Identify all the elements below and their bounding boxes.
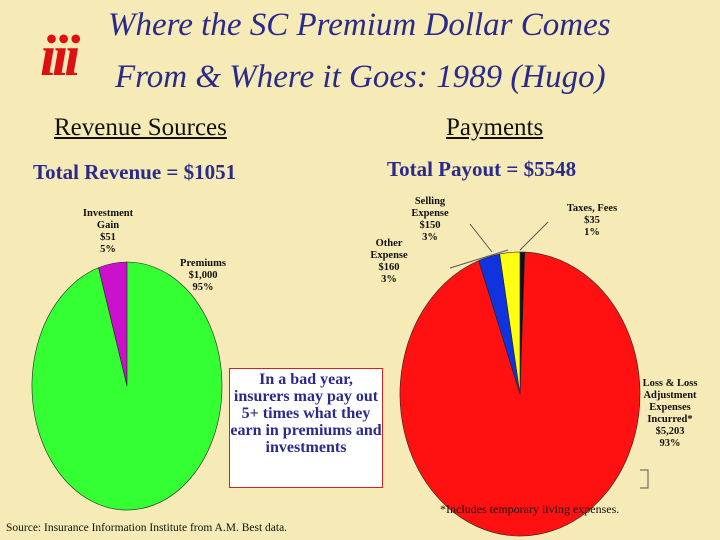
chart-title: Payments [446,114,544,141]
chart-subtitle: Total Payout = $5548 [387,157,577,181]
footnote: *Includes temporary living expenses. [440,502,620,516]
chart-title: Revenue Sources [54,114,227,141]
percent-label: 1% [584,227,600,238]
category-label: Other Expense [370,238,408,261]
value-label: $51 [100,232,116,243]
leader-line [640,469,649,489]
percent-label: 3% [381,274,397,285]
source: Source: Insurance Information Institute … [6,522,288,534]
chart-subtitle: Total Revenue = $1051 [33,160,237,184]
category-label: Taxes, Fees [566,203,618,214]
value-label: $150 [419,220,441,231]
category-label: Selling Expense [411,196,449,219]
slice-label: Investment Gain $51 5% [78,208,138,256]
slide-title: From & Where it Goes: 1989 (Hugo) [115,59,606,95]
category-label: Loss & Loss Adjustment Expenses Incurred… [642,378,698,425]
value-label: $160 [378,262,400,273]
percent-label: 3% [422,232,438,243]
slide-title: Where the SC Premium Dollar Comes [108,7,611,43]
leader-line [519,221,549,251]
slice-label: Loss & Loss Adjustment Expenses Incurred… [630,378,710,450]
category-label: Premiums [180,258,226,269]
logo: iii [40,23,80,88]
pie-slice [499,251,521,395]
category-label: Investment Gain [82,208,134,231]
pie-slice [399,251,641,537]
slice-label: Taxes, Fees $35 1% [552,203,632,239]
slice-label: Premiums $1,000 95% [172,258,234,294]
value-label: $1,000 [188,270,218,281]
callout: In a bad year, insurers may pay out 5+ t… [229,368,383,488]
percent-label: 95% [192,282,214,293]
slice-label: Selling Expense $150 3% [400,196,460,244]
pie-slice [31,261,223,511]
leader-line [449,249,509,269]
slice-label: Other Expense $160 3% [362,238,416,286]
value-label: $5,203 [655,426,685,437]
value-label: $35 [584,215,600,226]
percent-label: 93% [659,438,681,449]
percent-label: 5% [100,244,116,255]
leader-line [469,223,493,253]
